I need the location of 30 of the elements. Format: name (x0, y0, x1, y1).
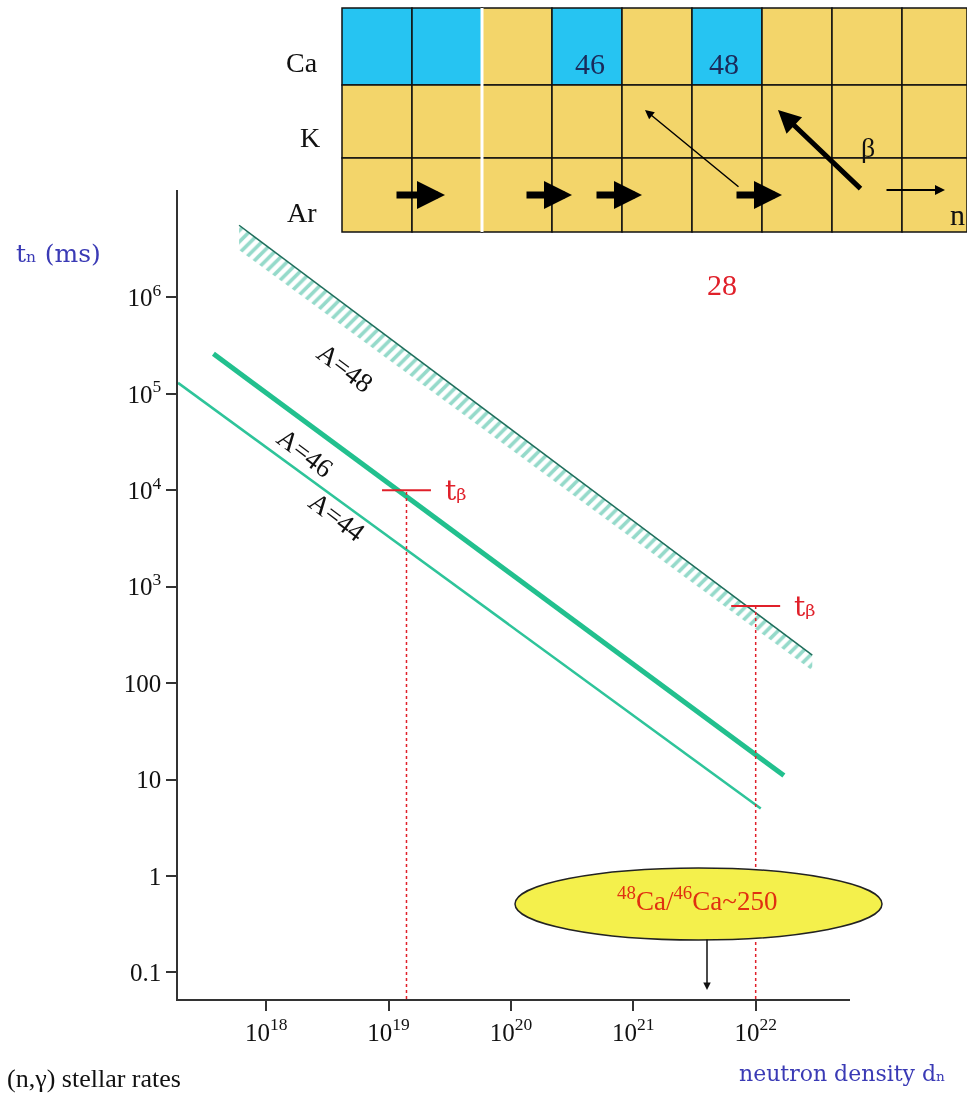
text: n (950, 198, 965, 231)
y-tick-label: 100 (123, 669, 162, 697)
text: 48 (709, 47, 739, 80)
text: (n,γ) stellar rates (7, 1064, 181, 1093)
y-axis-title: tₙ (ms) (16, 239, 101, 268)
x-tick-label: 10$^{20}$ (489, 1014, 533, 1046)
y-tick-label: 10$^{4}$ (127, 472, 162, 505)
x-tick-label: 10$^{19}$ (367, 1014, 411, 1046)
annotation: Ar (287, 197, 318, 228)
text: Ca (286, 47, 318, 78)
annotation: 28 (707, 268, 737, 301)
x-axis-title: neutron density dₙ (739, 1061, 946, 1086)
annotation: A=48 (311, 337, 379, 399)
x-tick-label: 10$^{22}$ (734, 1014, 777, 1046)
x-tick-label: 10$^{18}$ (245, 1014, 288, 1046)
y-tick-label: 10$^{3}$ (127, 568, 162, 601)
y-tick-label: 10 (136, 766, 162, 794)
annotation: A=46 (271, 422, 339, 484)
y-tick-label: 0.1 (130, 959, 162, 987)
text: β (861, 132, 876, 163)
y-tick-label: 10$^{6}$ (127, 279, 162, 312)
x-tick-label: 10$^{21}$ (612, 1014, 655, 1046)
y-tick-label: 1 (148, 862, 162, 890)
y-tick-label: 10$^{5}$ (127, 376, 162, 408)
annotation: A=44 (303, 486, 371, 548)
annotation: tᵦ (794, 590, 816, 623)
text: 46 (575, 47, 605, 80)
annotation: $^{48}$Ca/$^{46}$Ca~250 (617, 882, 778, 917)
annotation: tᵦ (445, 474, 467, 507)
text: K (300, 122, 321, 153)
